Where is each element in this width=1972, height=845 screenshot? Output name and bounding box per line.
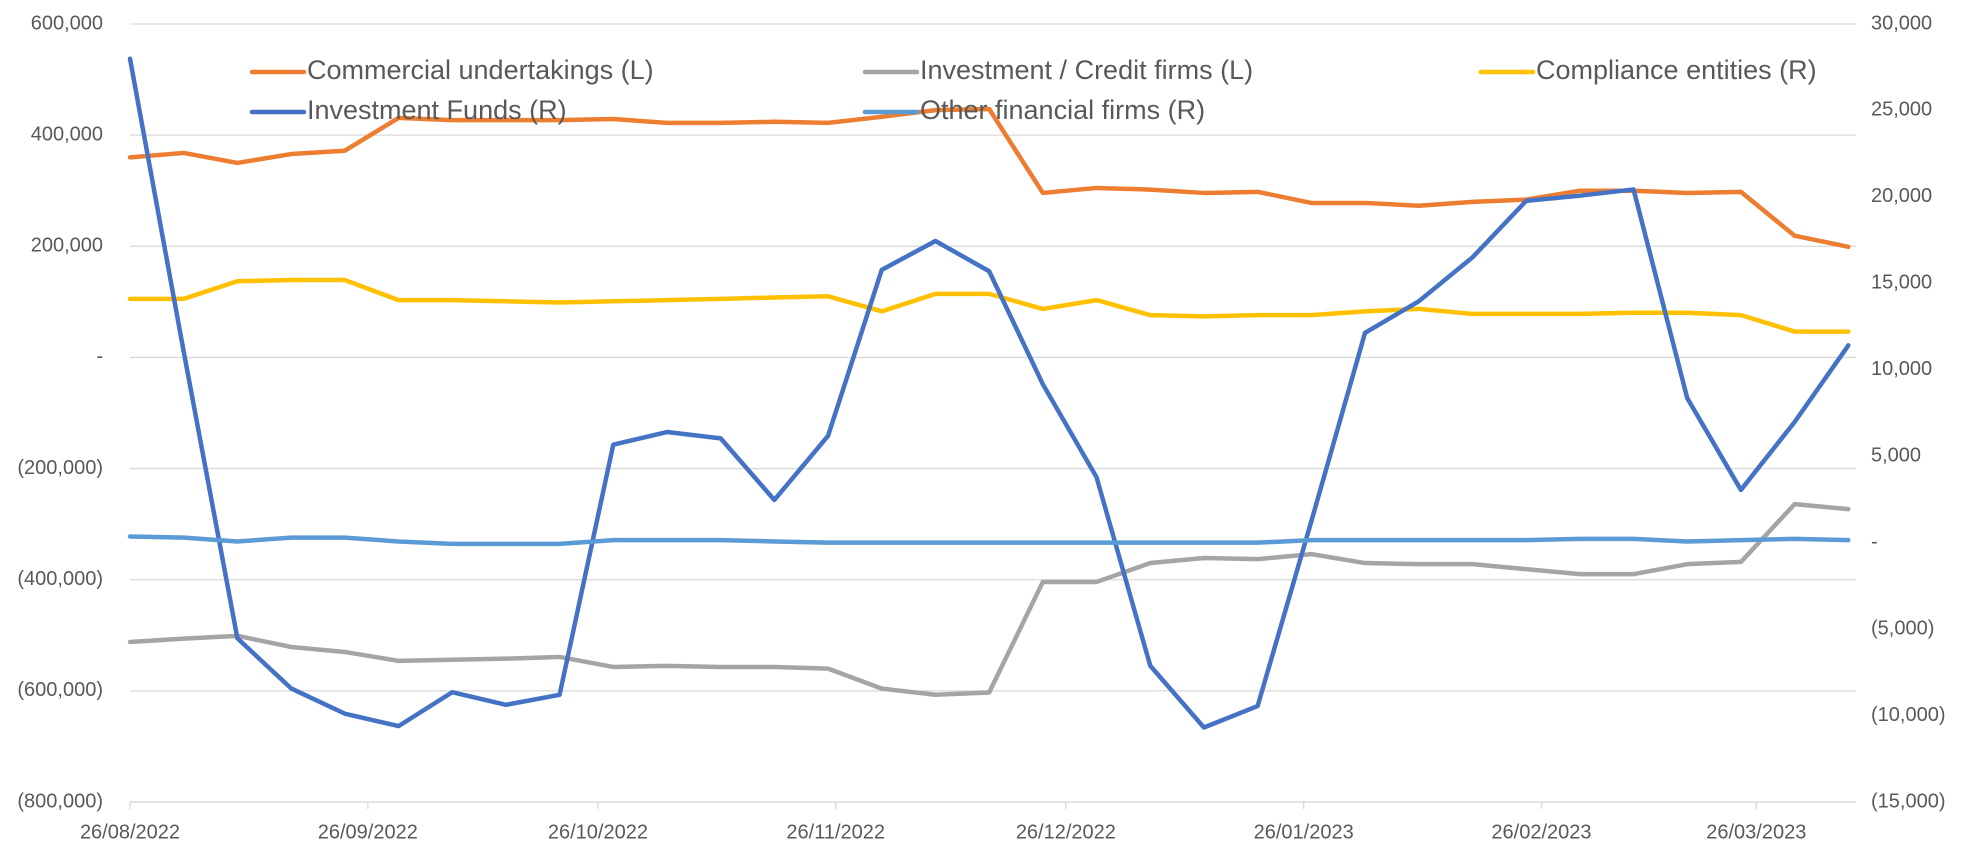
legend-label: Commercial undertakings (L) [307, 55, 654, 85]
x-tick-label: 26/01/2023 [1254, 821, 1354, 843]
y-tick-label: (400,000) [17, 568, 103, 590]
y-tick-label: (600,000) [17, 679, 103, 701]
y2-tick-label: (10,000) [1871, 704, 1946, 726]
y-tick-label: - [96, 346, 103, 368]
y2-tick-label: 30,000 [1871, 12, 1932, 34]
y2-tick-label: - [1871, 531, 1878, 553]
legend-label: Other financial firms (R) [920, 95, 1205, 125]
x-tick-label: 26/08/2022 [80, 821, 180, 843]
y2-tick-label: 25,000 [1871, 99, 1932, 121]
y-tick-label: 600,000 [31, 12, 103, 34]
series-line [127, 106, 1851, 250]
y-tick-label: (800,000) [17, 790, 103, 812]
legend-label: Investment / Credit firms (L) [920, 55, 1253, 85]
series-line [127, 277, 1851, 334]
y2-tick-label: 15,000 [1871, 272, 1932, 294]
legend-label: Investment Funds (R) [307, 95, 567, 125]
series-line [127, 534, 1851, 547]
y-tick-label: 400,000 [31, 123, 103, 145]
y-tick-label: (200,000) [17, 457, 103, 479]
series-line [127, 56, 1851, 730]
x-tick-label: 26/12/2022 [1016, 821, 1116, 843]
x-tick-label: 26/11/2022 [786, 821, 885, 843]
y-tick-label: 200,000 [31, 235, 103, 257]
y2-tick-label: 20,000 [1871, 185, 1932, 207]
y2-tick-label: (5,000) [1871, 617, 1934, 639]
y2-tick-label: 10,000 [1871, 358, 1932, 380]
x-tick-label: 26/10/2022 [548, 821, 648, 843]
x-tick-label: 26/09/2022 [318, 821, 418, 843]
y2-tick-label: 5,000 [1871, 445, 1921, 467]
series-line [127, 501, 1851, 697]
x-tick-label: 26/03/2023 [1706, 821, 1806, 843]
legend-label: Compliance entities (R) [1536, 55, 1817, 85]
x-tick-label: 26/02/2023 [1491, 821, 1591, 843]
y2-tick-label: (15,000) [1871, 790, 1946, 812]
